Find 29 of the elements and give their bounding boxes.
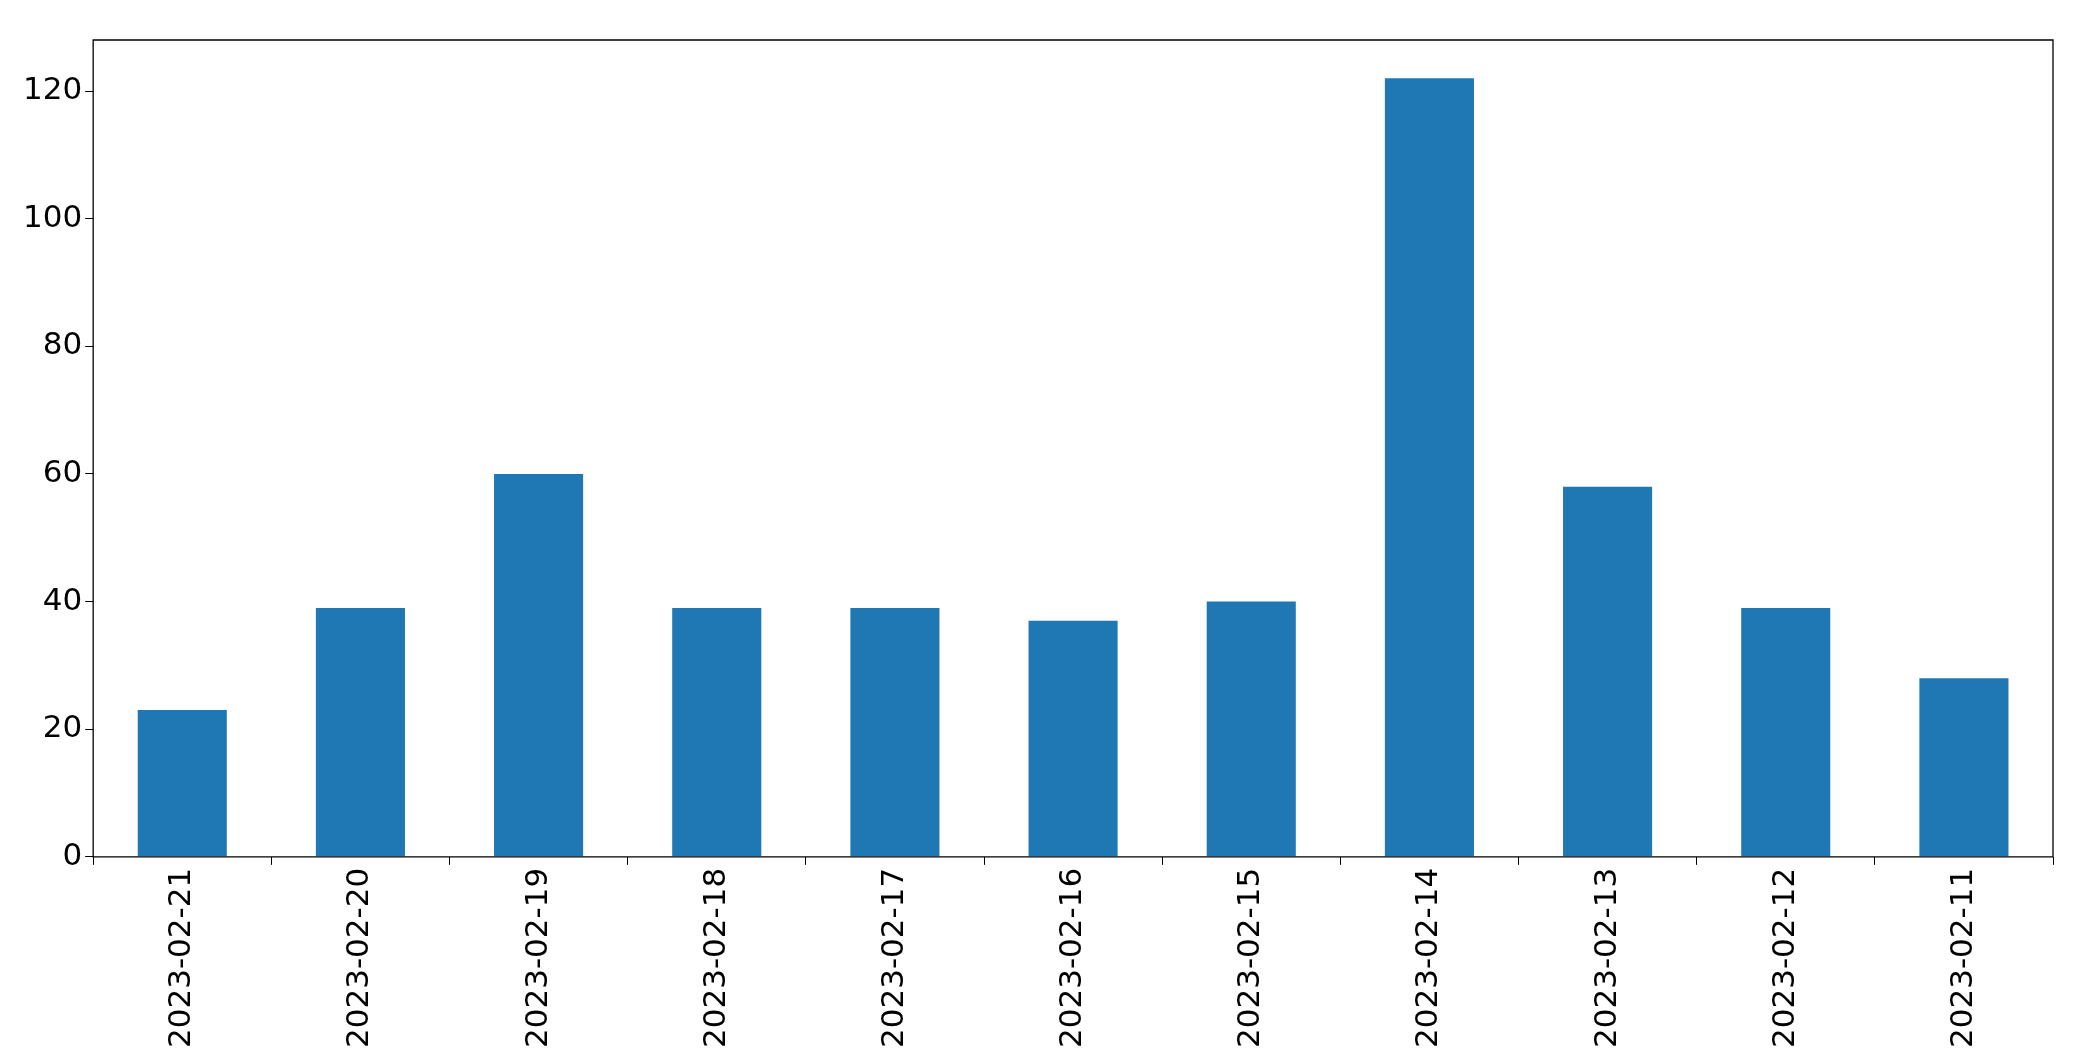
bar <box>1741 607 1831 857</box>
bar <box>672 607 762 857</box>
bar <box>1206 601 1296 857</box>
y-tick-label: 60 <box>42 452 83 489</box>
y-tick-label: 40 <box>42 580 83 617</box>
x-tick-label: 2023-02-11 <box>1942 867 1979 1049</box>
x-tick-label: 2023-02-18 <box>695 867 732 1049</box>
bar <box>1563 486 1653 857</box>
y-tick-label: 0 <box>62 835 83 872</box>
y-tick-label: 80 <box>42 325 83 362</box>
x-tick-label: 2023-02-12 <box>1764 867 1801 1049</box>
bar <box>494 473 584 857</box>
x-tick-label: 2023-02-21 <box>161 867 198 1049</box>
x-tick-label: 2023-02-20 <box>339 867 376 1049</box>
x-tick-label: 2023-02-16 <box>1052 867 1089 1049</box>
x-tick-label: 2023-02-15 <box>1230 867 1267 1049</box>
bar <box>1919 678 2009 857</box>
x-tick-label: 2023-02-19 <box>517 867 554 1049</box>
bar <box>1384 78 1474 857</box>
bar <box>850 607 940 857</box>
x-tick-label: 2023-02-13 <box>1586 867 1623 1049</box>
bar <box>1028 620 1118 857</box>
bar <box>137 710 227 857</box>
y-tick-label: 20 <box>42 708 83 745</box>
bar <box>315 607 405 857</box>
x-tick-label: 2023-02-14 <box>1408 867 1445 1049</box>
y-tick-label: 120 <box>23 70 83 107</box>
x-tick-label: 2023-02-17 <box>873 867 910 1049</box>
y-tick-label: 100 <box>23 197 83 234</box>
